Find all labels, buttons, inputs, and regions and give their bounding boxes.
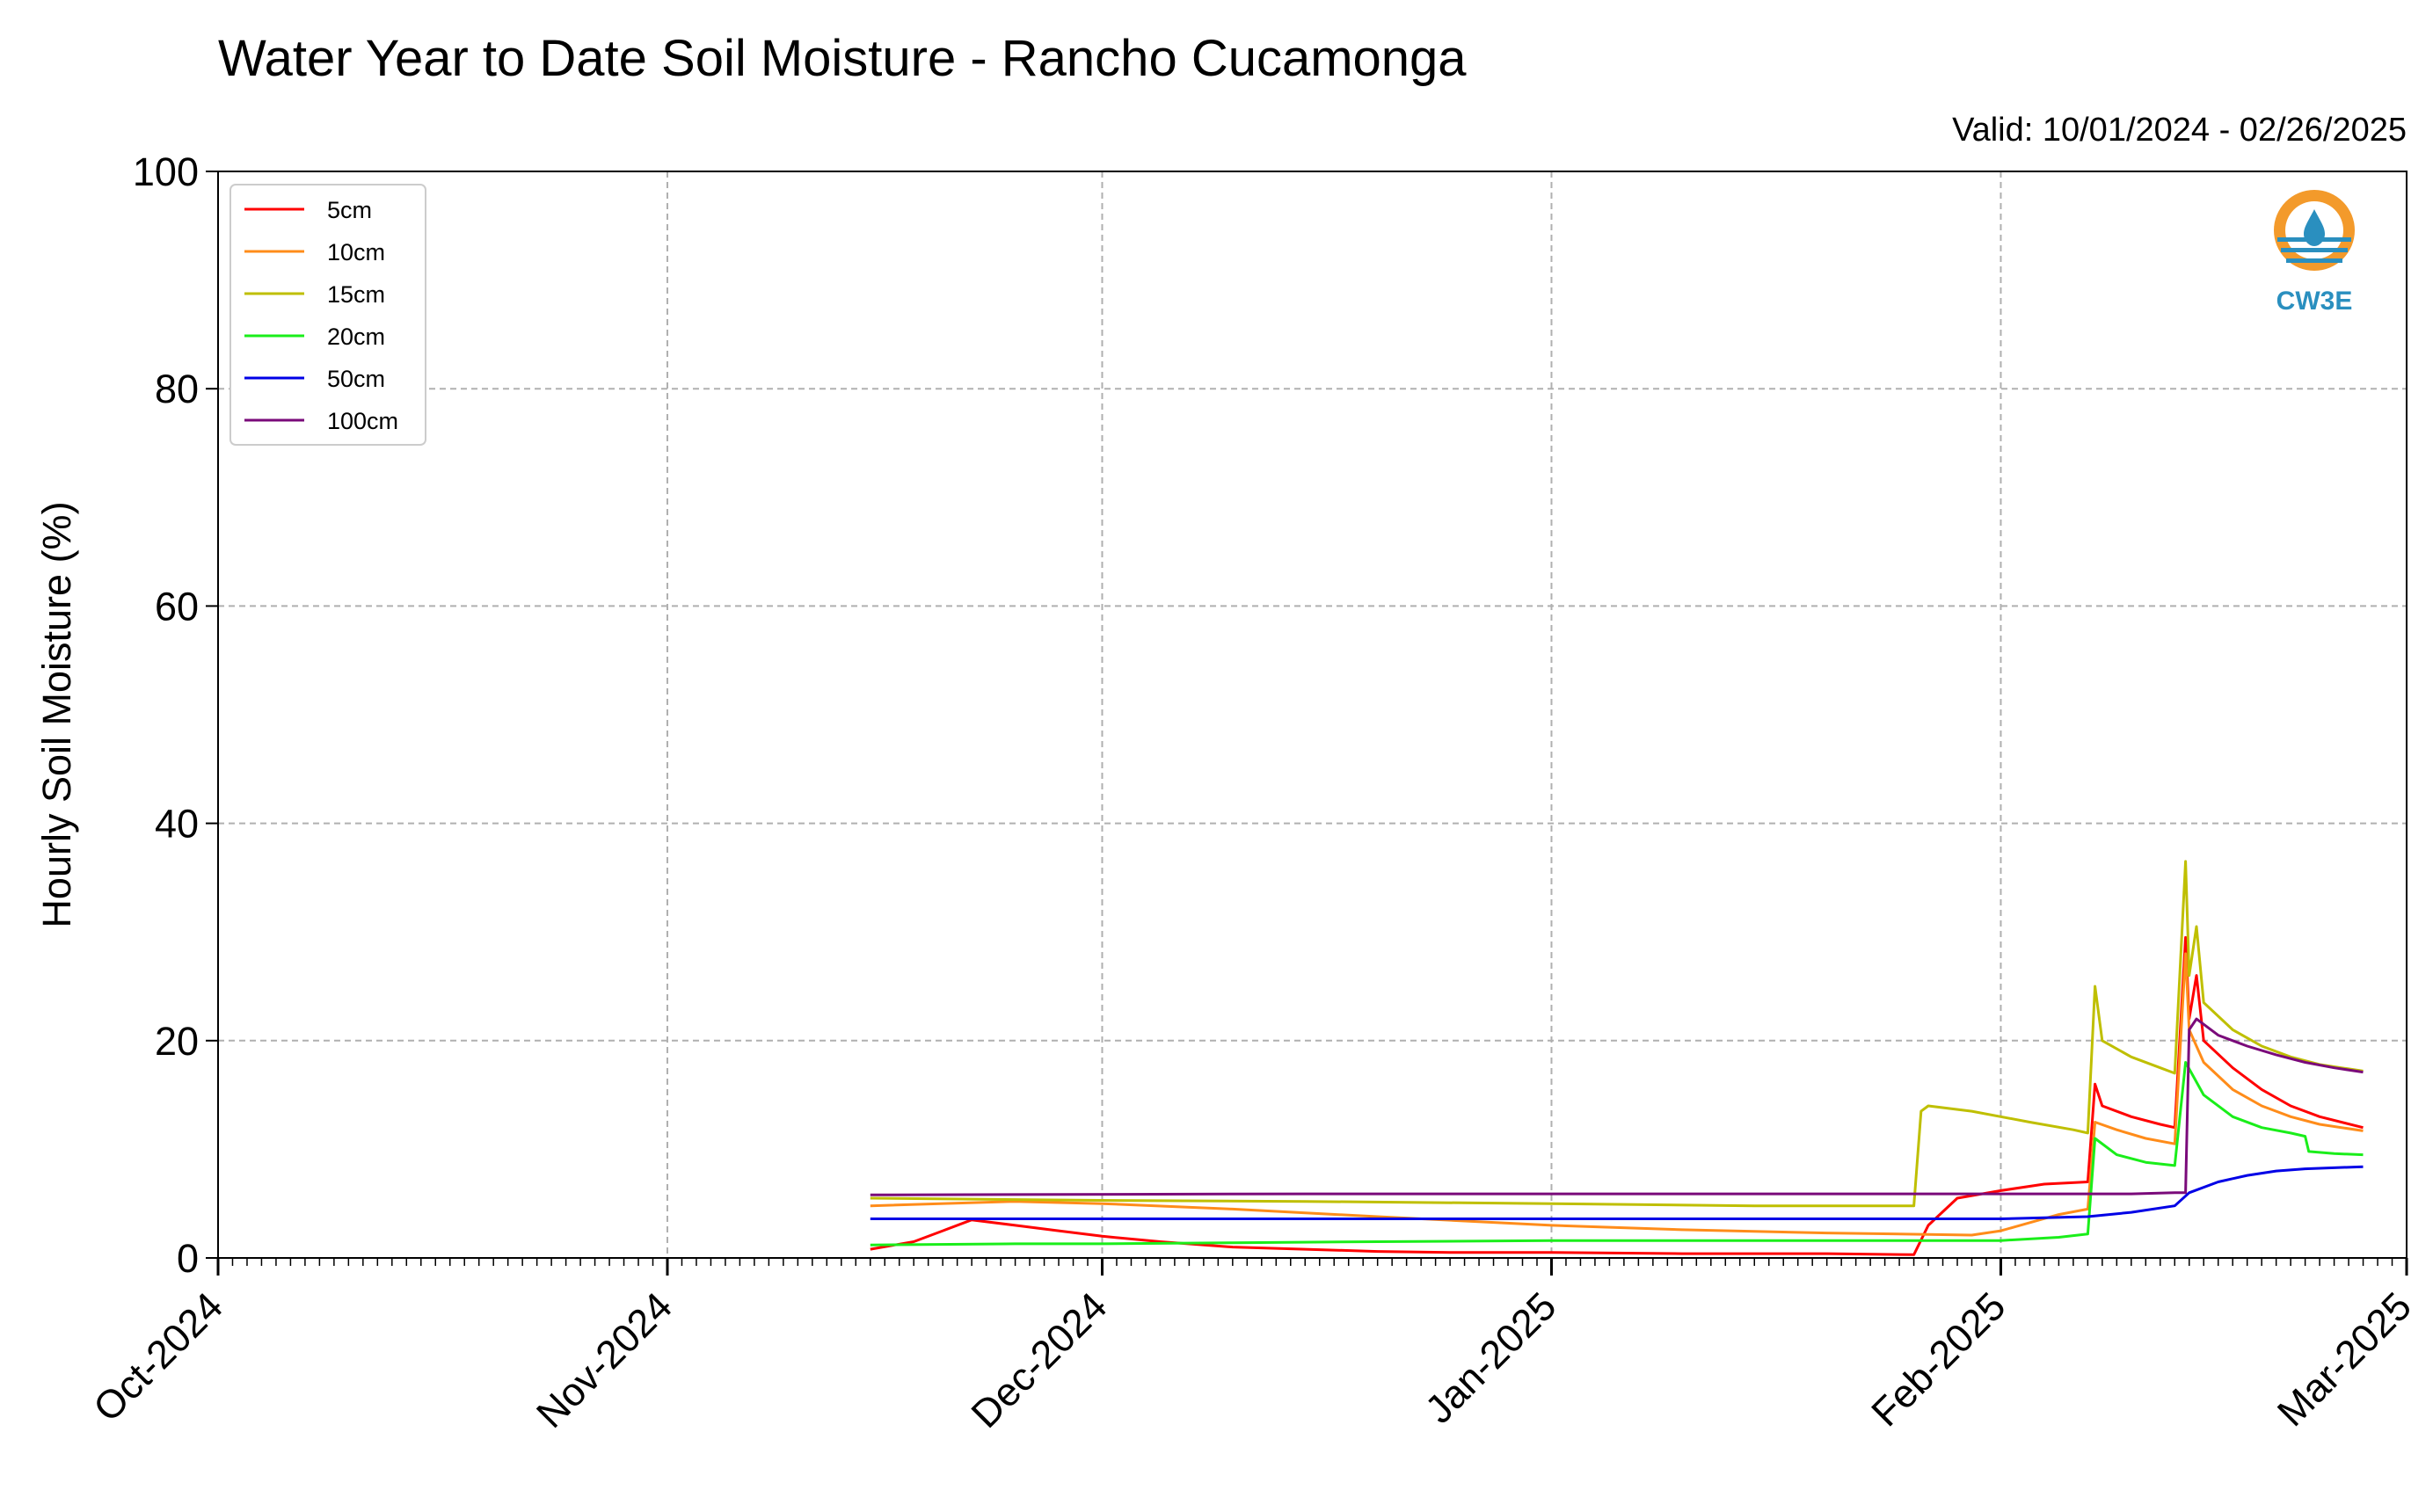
plot-frame [217,171,2408,1259]
series-line-50cm [870,1165,2364,1220]
x-axis: Oct-2024 Nov-2024 Dec-2024 Jan-2025 Feb-2025… [84,1258,2420,1436]
series-line-5cm [870,935,2364,1256]
x-tick-label: Mar-2025 [2269,1283,2420,1435]
y-tick-label: 60 [155,584,199,629]
valid-range-label: Valid: 10/01/2024 - 02/26/2025 [1952,112,2407,149]
y-tick-label: 20 [155,1019,199,1064]
legend-label: 15cm [327,281,385,308]
x-tick-label: Jan-2025 [1417,1283,1565,1432]
legend-box [229,184,426,446]
series-line-10cm [870,952,2364,1237]
logo-label: CW3E [2276,287,2353,316]
legend-label: 20cm [327,323,385,350]
y-tick-label: 0 [177,1236,199,1281]
legend-label: 5cm [327,197,372,223]
series-line-15cm [870,860,2364,1208]
y-tick-label: 40 [155,802,199,847]
x-tick-label: Oct-2024 [84,1283,231,1430]
y-tick-label: 80 [155,367,199,411]
x-tick-label: Dec-2024 [963,1283,1116,1436]
chart-title: Water Year to Date Soil Moisture - Ranch… [218,30,1467,87]
y-axis-label: Hourly Soil Moisture (%) [34,501,79,927]
series-line-20cm [870,1061,2364,1247]
y-tick-label: 100 [133,149,199,194]
series-lines [870,860,2364,1256]
legend-label: 100cm [327,408,398,434]
x-tick-label: Feb-2025 [1862,1283,2014,1435]
legend-label: 50cm [327,366,385,392]
y-axis: 0 20 40 60 80 100 [133,149,218,1281]
series-line-100cm [870,1017,2364,1196]
legend-label: 10cm [327,239,385,265]
gridlines [218,171,2407,1258]
cw3e-logo: CW3E [2274,190,2355,316]
legend: 5cm 10cm 15cm 20cm 50cm 100cm [229,184,426,446]
x-tick-label: Nov-2024 [528,1283,681,1436]
water-drop-logo-icon [2274,190,2355,271]
